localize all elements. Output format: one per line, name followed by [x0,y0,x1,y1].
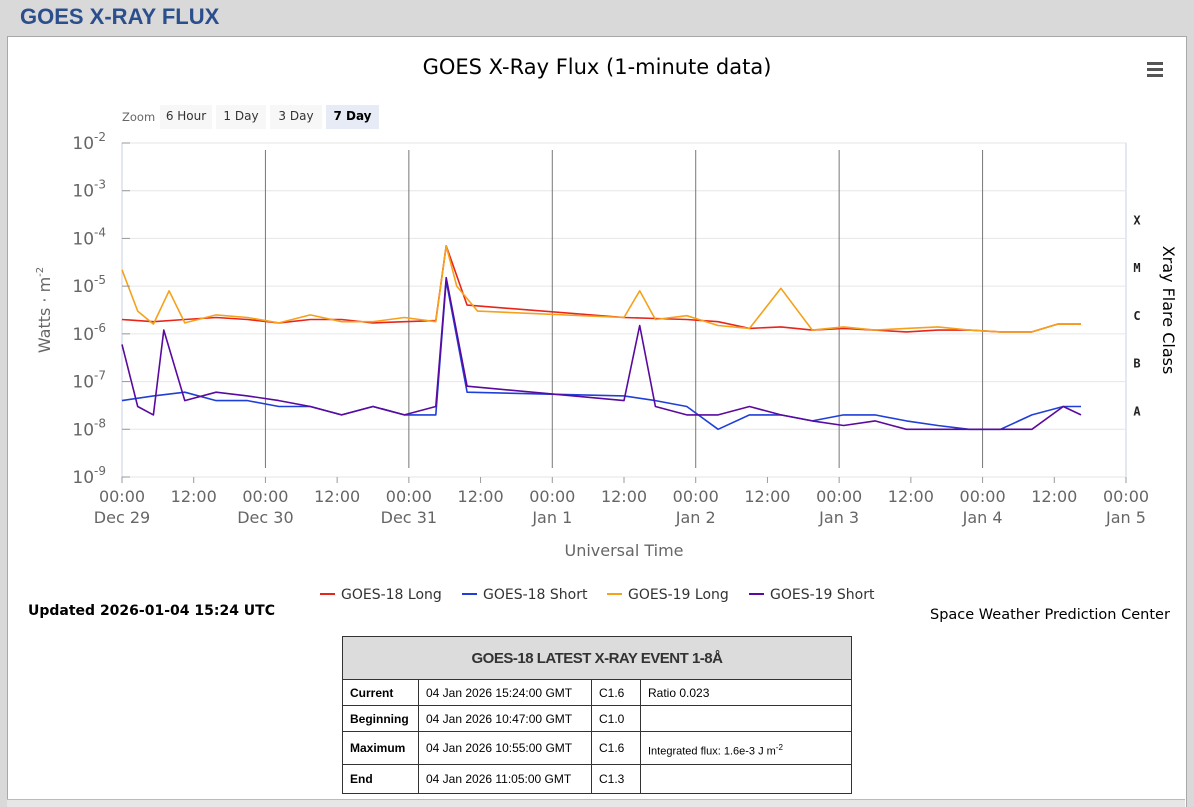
row-time: 04 Jan 2026 10:55:00 GMT [418,731,592,765]
table-row: Current 04 Jan 2026 15:24:00 GMT C1.6 Ra… [342,679,852,706]
y-tick-label: 10-7 [72,369,106,393]
row-time: 04 Jan 2026 11:05:00 GMT [418,764,592,794]
x-tick-date-label: Jan 5 [1105,508,1146,527]
x-tick-label: 00:00 [386,487,432,506]
x-tick-label: 12:00 [314,487,360,506]
zoom-7-day-button[interactable]: 7 Day [326,105,379,129]
row-time: 04 Jan 2026 15:24:00 GMT [418,679,592,706]
legend-item: GOES-19 Short [770,587,875,603]
updated-timestamp: Updated 2026-01-04 15:24 UTC [28,603,275,619]
row-label: End [342,764,419,794]
row-class: C1.6 [591,679,641,706]
x-tick-label: 00:00 [673,487,719,506]
zoom-1-day-button[interactable]: 1 Day [216,105,266,129]
x-tick-label: 00:00 [242,487,288,506]
flare-class-label: M [1133,261,1140,275]
zoom-3-day-button[interactable]: 3 Day [270,105,322,129]
x-tick-label: 00:00 [529,487,575,506]
x-tick-label: 12:00 [171,487,217,506]
flare-class-label: C [1133,309,1140,323]
flare-class-label: X [1133,213,1141,227]
x-tick-label: 00:00 [816,487,862,506]
y-tick-label: 10-3 [72,178,106,202]
x-tick-label: 12:00 [601,487,647,506]
row-class: C1.0 [591,705,641,732]
x-tick-date-label: Jan 4 [962,508,1003,527]
x-tick-label: 12:00 [888,487,934,506]
series-line-goes-19-long [121,245,1081,333]
credit-label: Space Weather Prediction Center [930,607,1170,623]
row-extra [640,764,852,794]
flare-class-label: A [1133,404,1141,418]
y-axis-label: Watts · m-2 [35,267,54,353]
event-table-title: GOES-18 LATEST X-RAY EVENT 1-8Å [342,636,852,680]
row-label: Current [342,679,419,706]
x-tick-label: 12:00 [458,487,504,506]
x-tick-date-label: Dec 30 [237,508,293,527]
table-row: End 04 Jan 2026 11:05:00 GMT C1.3 [342,764,852,794]
x-tick-date-label: Jan 3 [818,508,859,527]
y-tick-label: 10-9 [72,464,106,488]
page-title: GOES X-RAY FLUX [20,4,220,29]
row-label: Beginning [342,705,419,732]
row-label: Maximum [342,731,419,765]
row-extra: Ratio 0.023 [640,679,852,706]
hamburger-menu-icon-bar [1147,68,1163,71]
chart-title: GOES X-Ray Flux (1-minute data) [423,55,772,79]
x-tick-label: 00:00 [99,487,145,506]
y-tick-label: 10-4 [72,225,106,249]
zoom-6-hour-button[interactable]: 6 Hour [160,105,212,129]
x-tick-label: 12:00 [1031,487,1077,506]
series-line-goes-18-short [121,279,1081,431]
x-tick-date-label: Jan 1 [531,508,572,527]
legend-item: GOES-18 Short [483,587,588,603]
row-extra-superscript: -2 [775,742,783,752]
page-header: GOES X-RAY FLUX [0,0,1194,36]
row-class: C1.6 [591,731,641,765]
y-tick-label: 10-5 [72,273,106,297]
hamburger-menu-icon [1147,62,1163,65]
row-class: C1.3 [591,764,641,794]
x-tick-date-label: Jan 2 [675,508,716,527]
flare-class-label: B [1133,357,1140,371]
x-tick-date-label: Dec 31 [381,508,437,527]
bottom-bar [7,799,1185,807]
hamburger-menu-icon-bar [1147,74,1163,77]
table-row: Maximum 04 Jan 2026 10:55:00 GMT C1.6 In… [342,731,852,765]
y-tick-label: 10-2 [72,130,106,154]
y-tick-label: 10-8 [72,416,106,440]
x-axis-label: Universal Time [564,541,683,560]
row-extra [640,705,852,732]
legend-item: GOES-19 Long [628,587,729,603]
x-tick-label: 00:00 [1103,487,1149,506]
zoom-label: Zoom [122,110,156,124]
x-tick-label: 00:00 [960,487,1006,506]
row-extra-cell: Integrated flux: 1.6e-3 J m-2 [640,731,852,765]
x-tick-date-label: Dec 29 [94,508,150,527]
series-line-goes-19-short [121,276,1082,431]
table-row: Beginning 04 Jan 2026 10:47:00 GMT C1.0 [342,705,852,732]
y-tick-label: 10-6 [72,321,106,345]
x-tick-label: 12:00 [744,487,790,506]
y2-axis-label: Xray Flare Class [1159,246,1178,375]
latest-event-table: GOES-18 LATEST X-RAY EVENT 1-8Å Current … [342,636,852,794]
chart-menu-button[interactable] [1138,58,1170,80]
row-time: 04 Jan 2026 10:47:00 GMT [418,705,592,732]
plot-area [121,142,1127,478]
legend-item: GOES-18 Long [341,587,442,603]
row-extra: Integrated flux: 1.6e-3 J m [648,745,776,758]
